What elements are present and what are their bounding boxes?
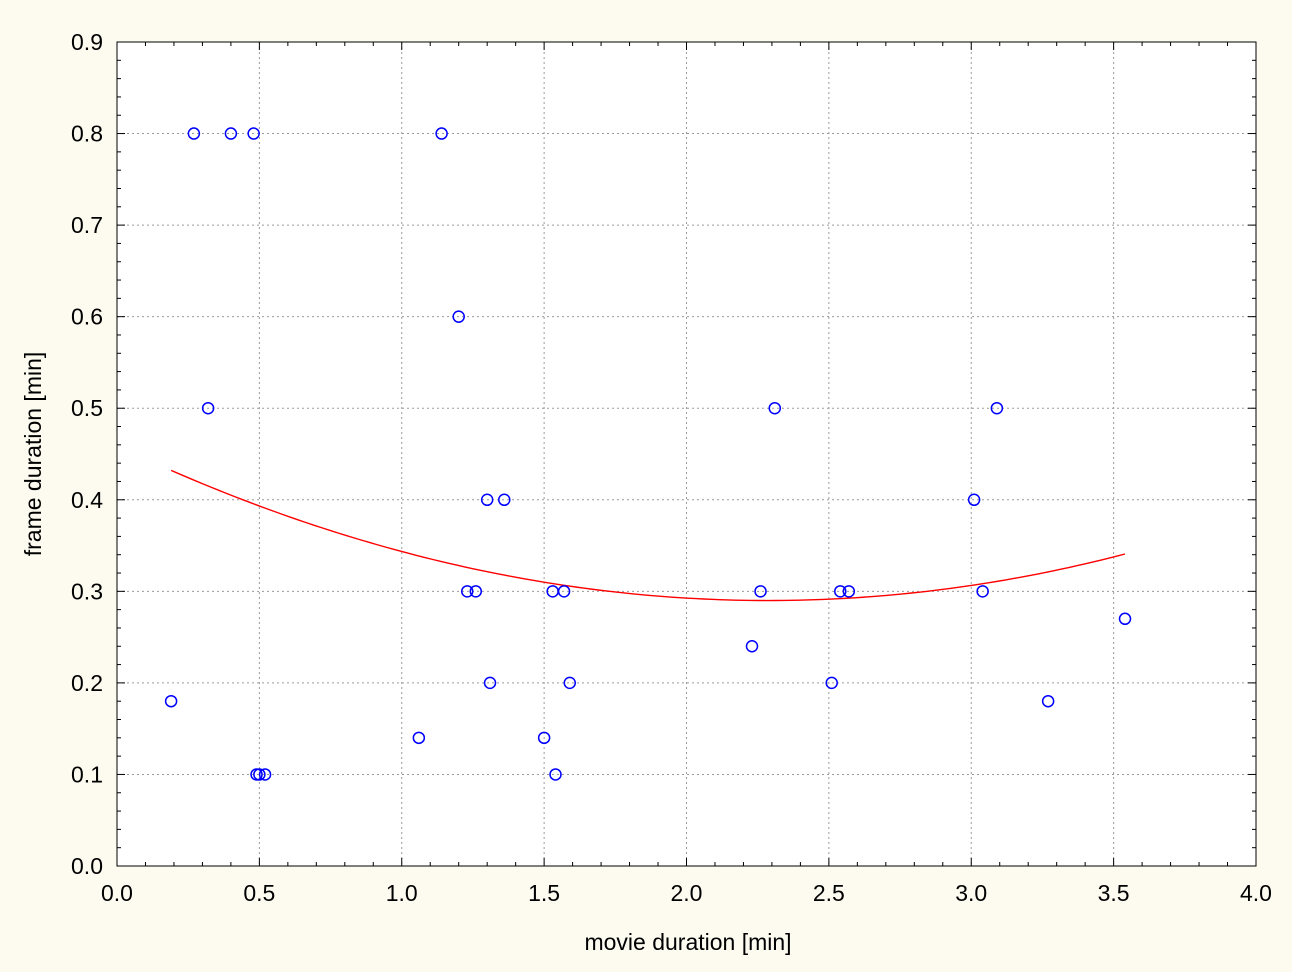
data-point bbox=[412, 731, 426, 745]
data-point bbox=[563, 676, 577, 690]
data-point bbox=[201, 401, 215, 415]
data-point bbox=[480, 493, 494, 507]
data-point bbox=[976, 585, 989, 598]
y-tick-label: 0.4 bbox=[71, 487, 103, 513]
data-point bbox=[483, 676, 497, 690]
data-point bbox=[452, 310, 465, 323]
data-point bbox=[460, 585, 474, 598]
data-point bbox=[258, 768, 272, 781]
data-point bbox=[754, 585, 767, 598]
tick-marks bbox=[116, 41, 1257, 867]
y-tick-label: 0.1 bbox=[71, 761, 103, 787]
data-point bbox=[768, 401, 782, 415]
y-axis-tick-labels: 0.0 0.1 0.2 0.3 0.4 0.5 0.6 0.7 0.8 0.9 bbox=[71, 29, 103, 879]
plot-frame bbox=[116, 41, 1257, 867]
data-point bbox=[1118, 612, 1132, 626]
data-point bbox=[224, 127, 238, 140]
y-tick-label: 0.3 bbox=[71, 578, 103, 604]
x-axis-title: movie duration [min] bbox=[584, 929, 791, 955]
data-point bbox=[187, 127, 201, 140]
y-tick-label: 0.8 bbox=[71, 121, 103, 147]
x-tick-label: 1.5 bbox=[528, 880, 560, 906]
data-point bbox=[549, 768, 562, 781]
x-tick-label: 3.0 bbox=[955, 880, 987, 906]
y-tick-label: 0.9 bbox=[71, 29, 103, 55]
data-point bbox=[164, 694, 178, 708]
data-point bbox=[967, 493, 981, 507]
x-tick-label: 1.0 bbox=[386, 880, 418, 906]
y-tick-label: 0.6 bbox=[71, 304, 103, 330]
grid-lines bbox=[117, 42, 1256, 866]
x-tick-label: 2.0 bbox=[671, 880, 703, 906]
data-point bbox=[557, 585, 571, 598]
y-tick-label: 0.2 bbox=[71, 670, 103, 696]
data-point bbox=[435, 127, 448, 140]
y-tick-label: 0.0 bbox=[71, 853, 103, 879]
x-tick-label: 0.5 bbox=[243, 880, 275, 906]
data-point bbox=[253, 768, 266, 781]
data-point bbox=[537, 731, 551, 745]
data-point bbox=[498, 493, 511, 507]
x-tick-label: 2.5 bbox=[813, 880, 845, 906]
y-tick-label: 0.5 bbox=[71, 395, 103, 421]
x-axis-tick-labels: 0.0 0.5 1.0 1.5 2.0 2.5 3.0 3.5 4.0 bbox=[101, 880, 1272, 906]
data-point bbox=[745, 640, 759, 653]
x-tick-label: 0.0 bbox=[101, 880, 133, 906]
y-tick-label: 0.7 bbox=[71, 212, 103, 238]
data-points bbox=[164, 127, 1132, 781]
data-point bbox=[1041, 694, 1055, 708]
y-axis-title: frame duration [min] bbox=[20, 352, 46, 557]
x-tick-label: 3.5 bbox=[1098, 880, 1130, 906]
data-point bbox=[834, 585, 847, 598]
fit-curve bbox=[170, 469, 1126, 602]
data-point bbox=[990, 401, 1004, 415]
data-point bbox=[842, 585, 856, 598]
data-point bbox=[247, 127, 260, 140]
data-point bbox=[825, 676, 838, 690]
x-tick-label: 4.0 bbox=[1240, 880, 1272, 906]
data-point bbox=[469, 585, 483, 598]
